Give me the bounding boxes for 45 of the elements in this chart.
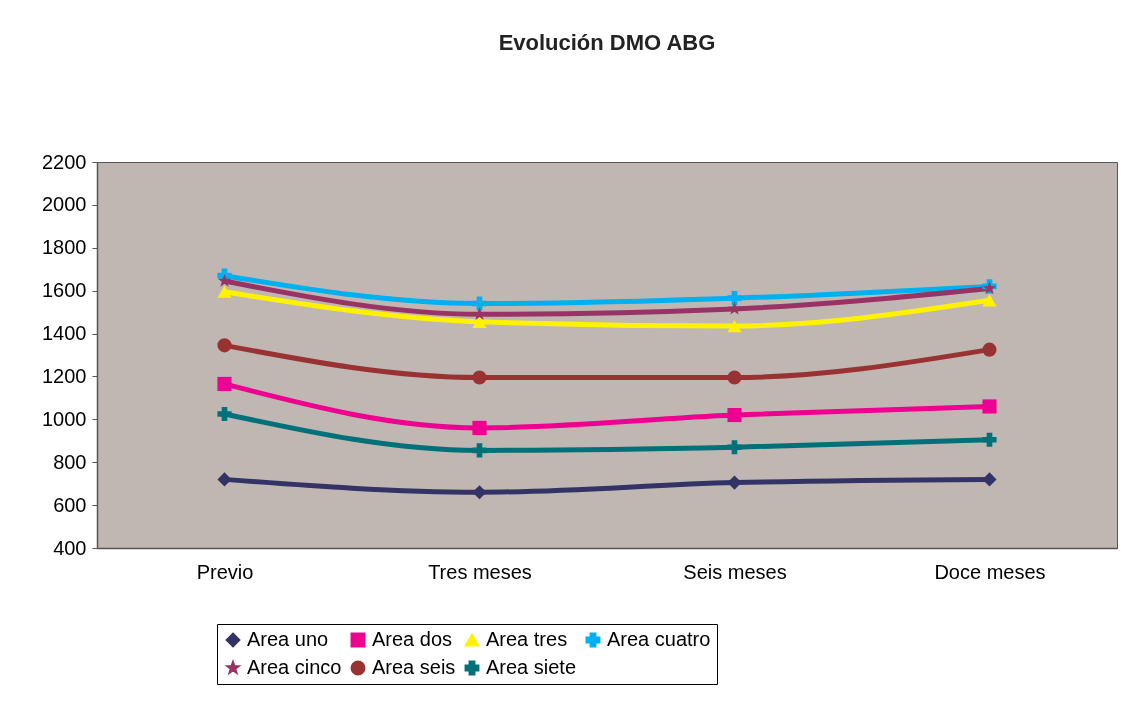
point [727,475,742,490]
y-tick-label: 2200 [42,150,87,173]
y-tick-label: 1000 [42,407,87,430]
y-tick-label: 1400 [42,322,87,345]
point [217,338,232,353]
point [472,420,487,435]
x-tick-label: Seis meses [683,560,787,583]
point [727,440,742,455]
point [982,294,997,307]
chart-title: Evolución DMO ABG [498,30,716,55]
point [982,399,997,414]
point [727,319,742,333]
x-tick-label: Tres meses [428,560,532,583]
point [472,315,487,328]
legend-label: Area cuatro [607,628,711,650]
point [472,485,487,500]
legend-label: Area siete [486,656,577,678]
point [727,370,742,385]
point [982,432,997,447]
legend-label: Area tres [486,628,568,650]
point [472,296,487,311]
y-tick-label: 1600 [42,279,87,302]
point [217,273,232,287]
x-tick-label: Previo [196,560,254,583]
point [727,301,742,315]
y-tick-label: 400 [53,536,87,559]
point [217,472,232,487]
y-tick-label: 1800 [42,236,87,259]
point [727,291,742,306]
point [217,406,232,422]
point [727,407,742,423]
y-tick-label: 800 [53,450,87,473]
legend-label: Area dos [372,628,453,650]
legend-label: Area seis [372,656,456,678]
legend-label: Area cinco [247,656,342,678]
y-tick-label: 1200 [42,364,87,387]
x-tick-label: Doce meses [934,560,1046,583]
point [472,443,487,458]
point [472,370,487,385]
y-tick-label: 600 [53,493,87,516]
point [217,285,232,298]
point [217,376,232,392]
legend-label: Area uno [247,628,329,650]
point [982,342,997,357]
y-tick-label: 2000 [42,193,87,216]
